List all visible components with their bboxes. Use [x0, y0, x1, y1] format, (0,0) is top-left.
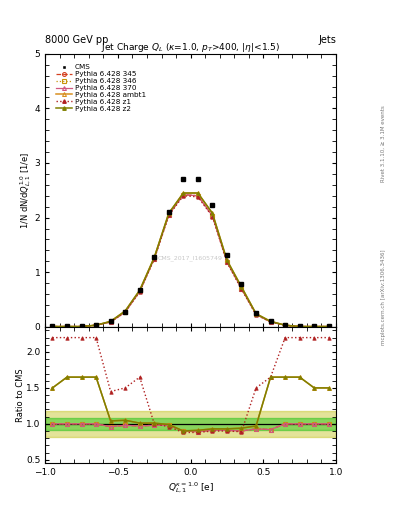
- Text: 8000 GeV pp: 8000 GeV pp: [45, 35, 108, 45]
- Title: Jet Charge $Q_L$ ($\kappa$=1.0, $p_T$>400, $|\eta|$<1.5): Jet Charge $Q_L$ ($\kappa$=1.0, $p_T$>40…: [101, 40, 280, 54]
- X-axis label: $Q_{L,1}^{\kappa=1.0}$ [e]: $Q_{L,1}^{\kappa=1.0}$ [e]: [167, 480, 214, 495]
- Legend: CMS, Pythia 6.428 345, Pythia 6.428 346, Pythia 6.428 370, Pythia 6.428 ambt1, P: CMS, Pythia 6.428 345, Pythia 6.428 346,…: [55, 63, 147, 113]
- Text: Rivet 3.1.10, ≥ 3.1M events: Rivet 3.1.10, ≥ 3.1M events: [381, 105, 386, 182]
- Text: CMS_2017_I1605749: CMS_2017_I1605749: [158, 255, 223, 262]
- Bar: [45, 411, 336, 437]
- Text: Jets: Jets: [318, 35, 336, 45]
- Y-axis label: 1/N dN/d$Q_{L,1}^{1.0}$ [1/e]: 1/N dN/d$Q_{L,1}^{1.0}$ [1/e]: [18, 152, 33, 229]
- Y-axis label: Ratio to CMS: Ratio to CMS: [16, 368, 25, 422]
- Bar: [45, 418, 336, 430]
- Text: mcplots.cern.ch [arXiv:1306.3436]: mcplots.cern.ch [arXiv:1306.3436]: [381, 249, 386, 345]
